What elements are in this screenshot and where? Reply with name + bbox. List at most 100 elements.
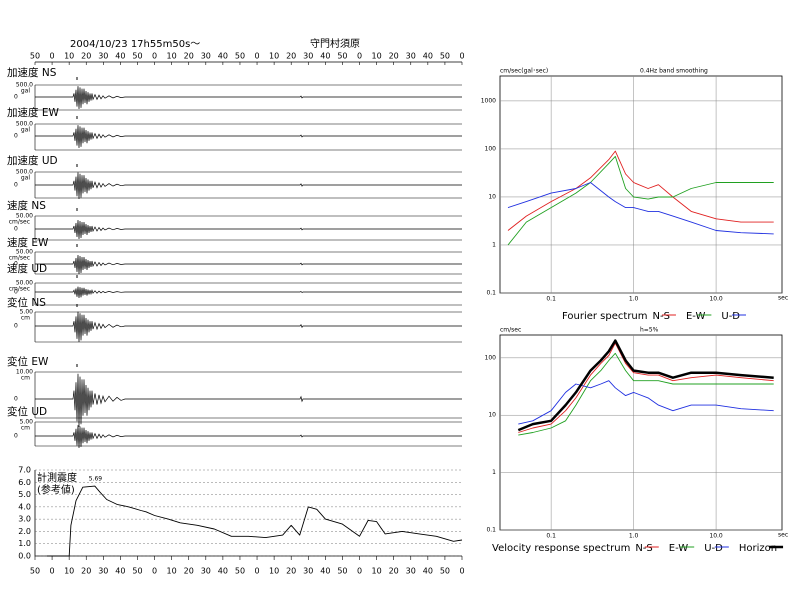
x-tick-label: 1.0 — [629, 296, 639, 303]
trace-unit: cm — [21, 375, 30, 382]
x-tick-label: 40 — [218, 52, 228, 61]
trace-label: 変位 EW — [7, 355, 49, 368]
x-tick-label: 10.0 — [709, 533, 723, 540]
trace-unit: cm — [21, 315, 30, 322]
x-tick-label: 0 — [357, 52, 362, 61]
trace-scale: 5.00 — [20, 309, 34, 316]
x-tick-label: 50 — [440, 567, 450, 576]
trace-scale: 500.0 — [16, 82, 33, 89]
chart-subtitle: (参考値) — [37, 483, 75, 496]
trace-zero: 0 — [14, 433, 18, 440]
trace-label: 加速度 EW — [7, 106, 59, 119]
x-tick-label: 30 — [303, 567, 313, 576]
y-tick-label: 4.0 — [18, 502, 31, 511]
y-tick-label: 7.0 — [18, 466, 31, 475]
x-tick-label: 50 — [440, 52, 450, 61]
x-tick-label: 20 — [389, 52, 399, 61]
legend-title: Velocity response spectrum — [492, 543, 630, 554]
x-tick-label: 10 — [64, 52, 74, 61]
y-tick-label: 10 — [488, 193, 496, 200]
trace-scale: 500.0 — [16, 121, 33, 128]
x-tick-label: 0.1 — [546, 296, 556, 303]
y-tick-label: 0.0 — [18, 552, 31, 561]
trace-zero: 0 — [14, 289, 18, 296]
x-tick-label: 10 — [64, 567, 74, 576]
trace-zero: 0 — [14, 323, 18, 330]
x-tick-label: 0 — [50, 567, 55, 576]
legend-label: Horizon — [739, 543, 777, 554]
trace-unit: cm/sec — [9, 286, 30, 293]
chart-subtitle: h=5% — [640, 327, 659, 334]
y-axis-label: cm/sec(gal･sec) — [500, 68, 548, 75]
x-tick-label: 40 — [320, 567, 330, 576]
trace-scale: 500.0 — [16, 169, 33, 176]
trace-zero: 0 — [14, 226, 18, 233]
data-line — [518, 380, 774, 425]
y-tick-label: 5.0 — [18, 490, 31, 499]
x-tick-label: 50 — [337, 567, 347, 576]
data-line — [517, 339, 774, 432]
x-tick-label: 0 — [152, 567, 157, 576]
trace-unit: cm/sec — [9, 219, 30, 226]
y-tick-label: 10 — [488, 412, 496, 419]
data-line — [507, 155, 774, 246]
legend-label: N-S — [653, 311, 670, 322]
x-tick-label: 10 — [269, 52, 279, 61]
y-tick-label: 0.1 — [486, 290, 496, 297]
x-tick-label: 30 — [98, 567, 108, 576]
x-tick-label: 1.0 — [629, 533, 639, 540]
x-tick-label: 0 — [254, 567, 259, 576]
trace-label: 変位 UD — [7, 405, 47, 418]
y-tick-label: 3.0 — [18, 515, 31, 524]
trace-zero: 0 — [14, 182, 18, 189]
chart-subtitle: 0.4Hz band smoothing — [640, 68, 708, 75]
x-tick-label: 10 — [372, 567, 382, 576]
trace-frame — [34, 311, 462, 343]
legend-label: E-W — [686, 311, 706, 322]
x-tick-label: 20 — [184, 567, 194, 576]
legend-label: N-S — [635, 543, 652, 554]
x-tick-label: 40 — [218, 567, 228, 576]
x-tick-label: 0 — [50, 52, 55, 61]
x-tick-label: 0 — [254, 52, 259, 61]
x-tick-label: 40 — [423, 52, 433, 61]
y-tick-label: 1.0 — [18, 539, 31, 548]
trace-zero: 0 — [14, 261, 18, 268]
x-tick-label: 40 — [115, 567, 125, 576]
trace-zero: 0 — [14, 396, 18, 403]
y-axis-label: cm/sec — [500, 327, 521, 334]
trace-scale: 5.00 — [20, 419, 34, 426]
x-tick-label: 20 — [286, 52, 296, 61]
trace-frame — [34, 215, 462, 241]
y-tick-label: 1 — [492, 241, 496, 248]
y-tick-label: 100 — [485, 354, 497, 361]
x-tick-label: 50 — [132, 567, 142, 576]
y-tick-label: 100 — [485, 145, 497, 152]
trace-zero: 0 — [14, 133, 18, 140]
trace-frame — [34, 123, 462, 151]
x-tick-label: 30 — [303, 52, 313, 61]
legend-label: U-D — [721, 311, 740, 322]
chart-title: 計測震度 — [37, 471, 77, 484]
x-tick-label: 0 — [459, 567, 464, 576]
data-line — [518, 342, 774, 433]
x-tick-label: 20 — [389, 567, 399, 576]
x-tick-label: 10 — [269, 567, 279, 576]
trace-unit: cm/sec — [9, 255, 30, 262]
trace-scale: 10.00 — [16, 369, 33, 376]
record-date: 2004/10/23 17h55m50s〜 — [70, 39, 200, 50]
trace-scale: 50.00 — [16, 249, 33, 256]
x-tick-label: 0.1 — [546, 533, 556, 540]
y-tick-label: 6.0 — [18, 478, 31, 487]
trace-frame — [34, 251, 462, 275]
x-tick-label: 20 — [81, 52, 91, 61]
x-tick-label: 0 — [459, 52, 464, 61]
trace-frame — [34, 282, 462, 306]
x-tick-label: 20 — [286, 567, 296, 576]
x-tick-label: 50 — [235, 567, 245, 576]
x-tick-label: 50 — [132, 52, 142, 61]
trace-label: 加速度 UD — [7, 154, 58, 167]
x-tick-label: 50 — [30, 52, 40, 61]
